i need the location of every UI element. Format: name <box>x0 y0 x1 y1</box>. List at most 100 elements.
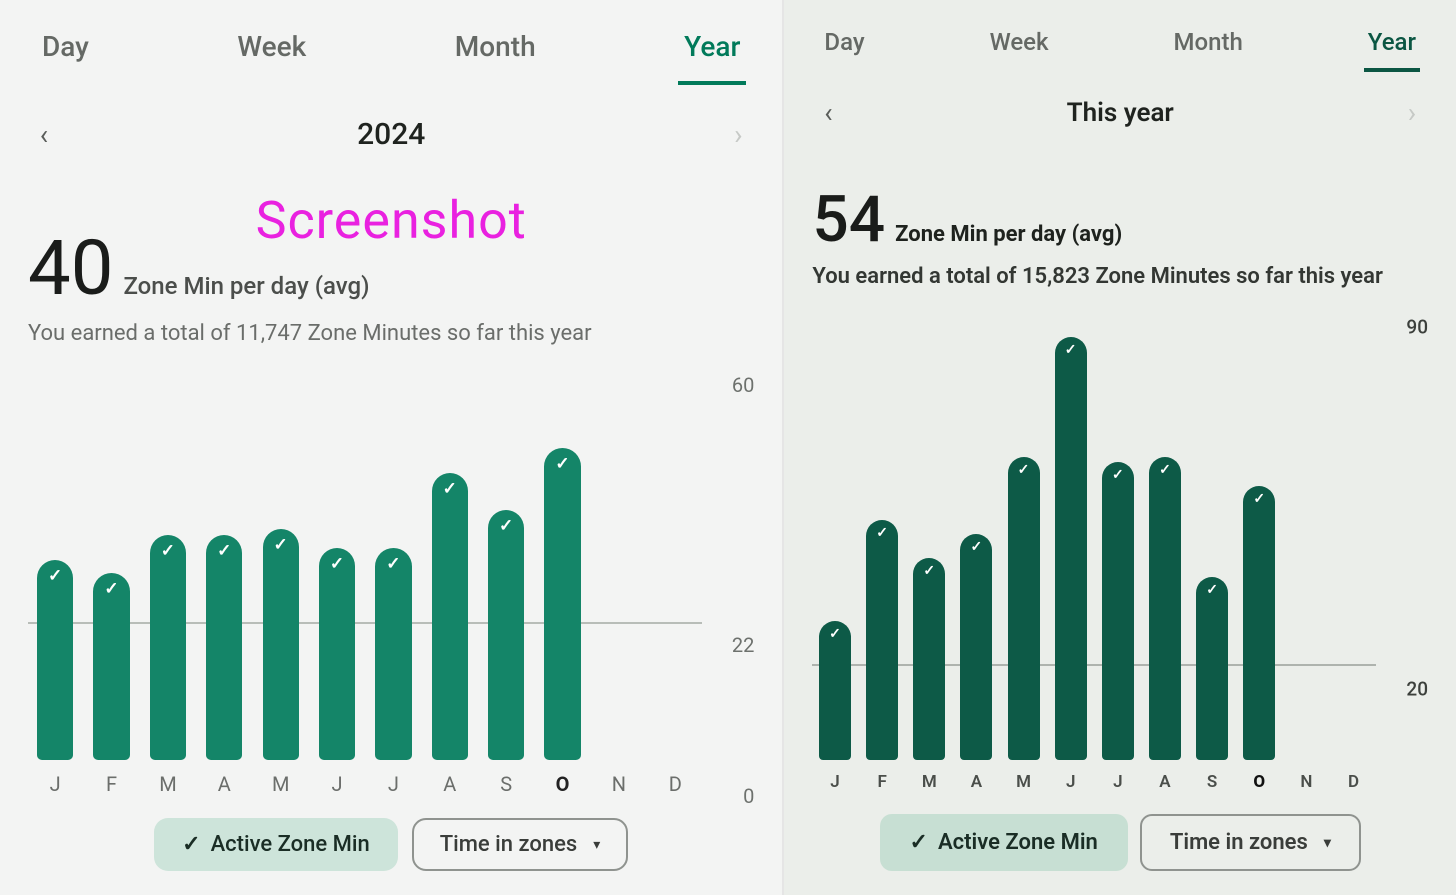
pill-active-zone-min[interactable]: ✓ Active Zone Min <box>154 818 398 871</box>
next-period-icon: › <box>726 118 750 151</box>
month-label: A <box>199 772 249 796</box>
headline-sub: Zone Min per day (avg) <box>895 222 1122 247</box>
bar-slot: ✓ <box>1097 327 1138 760</box>
bar-slot: ✓ <box>814 327 855 760</box>
check-icon: ✓ <box>1018 462 1030 478</box>
y-tick: 22 <box>732 633 754 657</box>
bar[interactable]: ✓ <box>488 510 524 760</box>
period-label: 2024 <box>357 117 425 152</box>
bar[interactable]: ✓ <box>375 548 411 761</box>
check-icon: ✓ <box>1253 491 1265 507</box>
month-label: N <box>1286 772 1327 792</box>
check-icon: ✓ <box>161 541 175 561</box>
bars-area: ✓ ✓ ✓ ✓ ✓ ✓ ✓ ✓ ✓ ✓ <box>812 327 1376 760</box>
period-navigator: ‹ 2024 › <box>28 117 754 152</box>
bar-slot: ✓ <box>1003 327 1044 760</box>
check-icon: ✓ <box>923 563 935 579</box>
context-line: You earned a total of 15,823 Zone Minute… <box>812 263 1397 292</box>
headline-sub: Zone Min per day (avg) <box>123 272 369 300</box>
bar[interactable]: ✓ <box>37 560 73 760</box>
bar[interactable]: ✓ <box>206 535 242 760</box>
bar[interactable]: ✓ <box>1149 457 1181 760</box>
month-label: A <box>1144 772 1185 792</box>
check-icon: ✓ <box>104 579 118 599</box>
tab-day[interactable]: Day <box>36 20 95 85</box>
bar[interactable]: ✓ <box>544 448 580 761</box>
bar[interactable]: ✓ <box>913 558 945 760</box>
prev-period-icon[interactable]: ‹ <box>32 118 56 151</box>
pill-label: Active Zone Min <box>938 830 1098 855</box>
zone-minutes-chart: ✓✓✓✓✓✓✓✓✓✓ JFMAMJJASOND 9020 <box>812 327 1428 792</box>
bar[interactable]: ✓ <box>1196 577 1228 760</box>
y-tick: 90 <box>1406 316 1428 339</box>
period-tabs: Day Week Month Year <box>28 20 754 85</box>
month-label: F <box>86 772 136 796</box>
zone-minutes-chart: ✓✓✓✓✓✓✓✓✓✓ JFMAMJJASOND 60220 <box>28 385 754 796</box>
bar[interactable]: ✓ <box>960 534 992 760</box>
check-icon: ✓ <box>876 525 888 541</box>
check-icon: ✓ <box>829 626 841 642</box>
pill-active-zone-min[interactable]: ✓ Active Zone Min <box>880 814 1128 871</box>
bar-slot: ✓ <box>1144 327 1185 760</box>
bar[interactable]: ✓ <box>819 621 851 760</box>
check-icon: ✓ <box>330 554 344 574</box>
bar[interactable]: ✓ <box>432 473 468 761</box>
bar[interactable]: ✓ <box>866 520 898 760</box>
bar[interactable]: ✓ <box>1102 462 1134 760</box>
bar-slot: ✓ <box>537 385 587 760</box>
bar-slot <box>650 385 700 760</box>
bar[interactable]: ✓ <box>263 529 299 760</box>
bar[interactable]: ✓ <box>150 535 186 760</box>
month-label: M <box>909 772 950 792</box>
bar-slot: ✓ <box>312 385 362 760</box>
month-label: J <box>30 772 80 796</box>
tab-day[interactable]: Day <box>820 20 868 72</box>
month-label: J <box>312 772 362 796</box>
chart-mode-toggle: ✓ Active Zone Min Time in zones ▾ <box>28 818 754 871</box>
chart-mode-toggle: ✓ Active Zone Min Time in zones ▾ <box>812 814 1428 871</box>
tab-month[interactable]: Month <box>449 20 542 85</box>
chevron-down-icon: ▾ <box>593 837 600 853</box>
month-label: M <box>143 772 193 796</box>
check-icon: ✓ <box>1065 342 1077 358</box>
bar[interactable]: ✓ <box>93 573 129 761</box>
bar[interactable]: ✓ <box>1008 457 1040 760</box>
bar-slot <box>1286 327 1327 760</box>
pill-label: Active Zone Min <box>211 832 370 857</box>
tab-year[interactable]: Year <box>1364 20 1420 72</box>
bar[interactable]: ✓ <box>1243 486 1275 760</box>
headline-number: 54 <box>812 191 885 249</box>
check-icon: ✓ <box>910 830 928 855</box>
pill-time-in-zones[interactable]: Time in zones ▾ <box>1140 814 1361 871</box>
bar-slot: ✓ <box>425 385 475 760</box>
tab-year[interactable]: Year <box>678 20 746 85</box>
check-icon: ✓ <box>1159 462 1171 478</box>
bar-slot: ✓ <box>143 385 193 760</box>
bar-slot: ✓ <box>256 385 306 760</box>
tab-month[interactable]: Month <box>1170 20 1247 72</box>
tab-week[interactable]: Week <box>231 20 312 85</box>
y-tick: 60 <box>732 373 754 397</box>
check-icon: ✓ <box>182 832 200 857</box>
pill-time-in-zones[interactable]: Time in zones ▾ <box>412 818 629 871</box>
month-label: M <box>1003 772 1044 792</box>
month-label: N <box>594 772 644 796</box>
month-label: S <box>481 772 531 796</box>
bar[interactable]: ✓ <box>319 548 355 761</box>
period-tabs: Day Week Month Year <box>812 20 1428 72</box>
bars-area: ✓✓✓✓✓✓✓✓✓✓ <box>28 385 702 760</box>
pane-2024: Day Week Month Year ‹ 2024 › Screenshot … <box>0 0 784 895</box>
y-tick: 20 <box>1406 677 1428 700</box>
month-axis: JFMAMJJASOND <box>812 760 1376 792</box>
check-icon: ✓ <box>48 566 62 586</box>
tab-week[interactable]: Week <box>986 20 1053 72</box>
bar[interactable]: ✓ <box>1055 337 1087 760</box>
headline: 40 Zone Min per day (avg) <box>28 234 754 302</box>
check-icon: ✓ <box>499 516 513 536</box>
check-icon: ✓ <box>555 454 569 474</box>
check-icon: ✓ <box>1206 582 1218 598</box>
prev-period-icon[interactable]: ‹ <box>816 96 840 129</box>
check-icon: ✓ <box>217 541 231 561</box>
pill-label: Time in zones <box>1170 830 1308 855</box>
bar-slot: ✓ <box>1239 327 1280 760</box>
